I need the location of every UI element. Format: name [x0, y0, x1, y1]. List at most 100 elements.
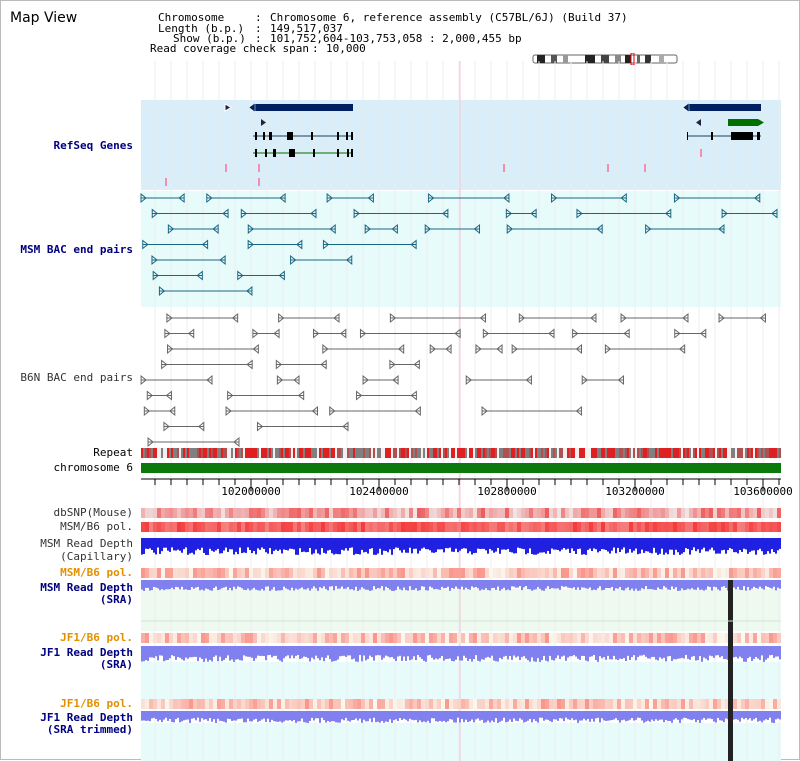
- jf1-trim-depth-bar: [615, 711, 617, 719]
- msm-cap-depth-bar: [587, 538, 589, 550]
- jf1-trim-depth-bar: [735, 711, 737, 720]
- msm-b6-pol-cell: [245, 522, 249, 532]
- msm-sra-depth-bar: [361, 580, 363, 588]
- msm-cap-depth-bar: [663, 538, 665, 555]
- jf1-trim-depth-bar: [495, 711, 497, 719]
- msm-cap-depth-bar: [689, 538, 691, 555]
- jf1-trim-depth-bar: [371, 711, 373, 723]
- msm-b6-pol-2-cell: [173, 568, 177, 578]
- jf1-b6-pol-cell: [733, 633, 737, 643]
- jf1-trim-depth-bar: [403, 711, 405, 719]
- msm-sra-depth-bar: [357, 580, 359, 591]
- track-label-msm-bac: MSM BAC end pairs: [20, 243, 133, 256]
- msm-sra-depth-bar: [217, 580, 219, 591]
- jf1-trim-depth-bar: [679, 711, 681, 723]
- msm-cap-depth-bar: [659, 538, 661, 554]
- jf1-trim-depth-bar: [627, 711, 629, 721]
- jf1-sra-depth-bar: [661, 646, 663, 659]
- msm-cap-depth-bar: [277, 538, 279, 551]
- msm-b6-pol-cell: [301, 522, 305, 532]
- msm-sra-depth-bar: [327, 580, 329, 591]
- msm-sra-depth-bar: [349, 580, 351, 590]
- jf1-trim-depth-bar: [703, 711, 705, 718]
- repeat-cell: [303, 448, 305, 458]
- repeat-cell: [245, 448, 247, 458]
- jf1-sra-depth-bar: [613, 646, 615, 656]
- jf1-trim-depth-bar: [743, 711, 745, 720]
- jf1-sra-depth-bar: [235, 646, 237, 660]
- msm-cap-depth-bar: [147, 538, 149, 550]
- msm-b6-pol-2-cell: [149, 568, 153, 578]
- jf1-trim-depth-bar: [473, 711, 475, 723]
- b6n-bac-pair-end: [163, 421, 170, 432]
- dbsnp-cell: [345, 508, 349, 518]
- chromosome-ideogram[interactable]: [529, 53, 681, 65]
- jf1-trim-depth-bar: [221, 711, 223, 722]
- jf1-sra-depth-bar: [499, 646, 501, 658]
- jf1-sra-depth-bar: [773, 646, 775, 658]
- jf1-b6-pol-2-cell: [281, 699, 285, 709]
- b6n-bac-pair-end: [475, 343, 482, 355]
- jf1-sra-depth-bar: [469, 646, 471, 659]
- jf1-trim-depth-bar: [333, 711, 335, 722]
- repeat-cell: [717, 448, 719, 458]
- dbsnp-cell: [393, 508, 397, 518]
- jf1-sra-depth-bar: [223, 646, 225, 660]
- dbsnp-cell: [509, 508, 513, 518]
- msm-cap-depth-bar: [405, 538, 407, 553]
- gene-arrow: [758, 119, 764, 126]
- msm-sra-depth-bar: [225, 580, 227, 587]
- repeat-cell: [551, 448, 553, 458]
- msm-sra-depth-bar: [283, 580, 285, 587]
- repeat-cell: [301, 448, 303, 458]
- jf1-sra-depth-bar: [565, 646, 567, 661]
- msm-b6-pol-2-cell: [697, 568, 701, 578]
- msm-b6-pol-cell: [317, 522, 321, 532]
- msm-b6-pol-2-cell: [441, 568, 445, 578]
- msm-cap-depth-bar: [347, 538, 349, 551]
- b6n-bac-pair-end: [699, 328, 707, 339]
- repeat-cell: [291, 448, 293, 458]
- msm-sra-depth-bar: [397, 580, 399, 587]
- msm-sra-depth-bar: [243, 580, 245, 590]
- jf1-sra-depth-bar: [505, 646, 507, 656]
- jf1-trim-depth-bar: [397, 711, 399, 722]
- jf1-sra-depth-bar: [287, 646, 289, 656]
- dbsnp-cell: [477, 508, 481, 518]
- repeat-cell: [547, 448, 549, 458]
- msm-cap-depth-bar: [153, 538, 155, 553]
- msm-sra-depth-bar: [439, 580, 441, 590]
- msm-b6-pol-2-cell: [473, 568, 477, 578]
- dbsnp-cell: [253, 508, 257, 518]
- repeat-cell: [249, 448, 251, 458]
- jf1-b6-pol-2-cell: [473, 699, 477, 709]
- jf1-sra-depth-bar: [199, 646, 201, 658]
- msm-cap-depth-bar: [439, 538, 441, 550]
- dbsnp-cell: [569, 508, 573, 518]
- jf1-trim-depth-bar: [613, 711, 615, 720]
- msm-cap-depth-bar: [221, 538, 223, 554]
- dbsnp-cell: [549, 508, 553, 518]
- msm-sra-depth-bar: [145, 580, 147, 588]
- jf1-sra-depth-bar: [631, 646, 633, 658]
- jf1-b6-pol-2-cell: [509, 699, 513, 709]
- jf1-b6-pol-cell: [277, 633, 281, 643]
- jf1-trim-depth-bar: [355, 711, 357, 719]
- jf1-trim-depth-bar: [231, 711, 233, 721]
- msm-cap-depth-bar: [455, 538, 457, 549]
- repeat-cell: [299, 448, 301, 458]
- msm-cap-depth-bar: [239, 538, 241, 548]
- msm-sra-depth-bar: [491, 580, 493, 589]
- msm-sra-depth-bar: [453, 580, 455, 589]
- jf1-sra-depth-bar: [429, 646, 431, 655]
- jf1-trim-depth-bar: [579, 711, 581, 721]
- jf1-b6-pol-cell: [393, 633, 397, 643]
- msm-b6-pol-2-cell: [213, 568, 217, 578]
- jf1-b6-pol-cell: [565, 633, 569, 643]
- msm-cap-depth-bar: [225, 538, 227, 548]
- jf1-trim-depth-bar: [711, 711, 713, 720]
- msm-b6-pol-cell: [777, 522, 781, 532]
- dbsnp-cell: [581, 508, 585, 518]
- jf1-b6-pol-2-cell: [333, 699, 337, 709]
